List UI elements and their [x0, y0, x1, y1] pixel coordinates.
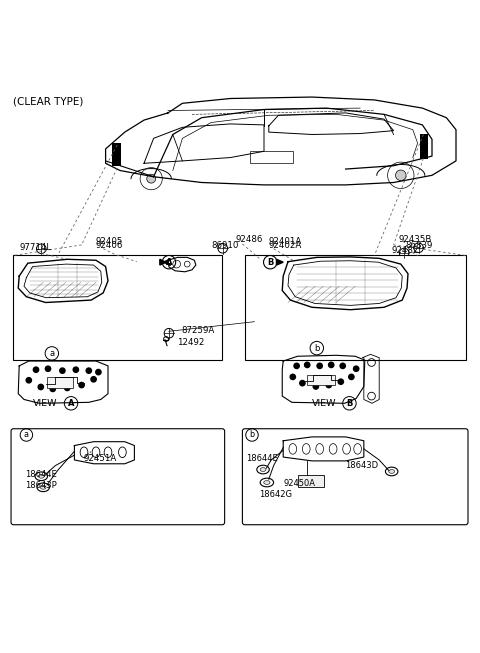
FancyBboxPatch shape — [245, 255, 466, 360]
Text: 92482: 92482 — [391, 246, 419, 255]
Text: 92406: 92406 — [96, 242, 123, 250]
Ellipse shape — [264, 481, 270, 485]
Circle shape — [337, 378, 344, 385]
Text: 86839: 86839 — [406, 242, 433, 250]
Circle shape — [325, 382, 332, 389]
Circle shape — [90, 376, 97, 383]
Circle shape — [45, 366, 51, 372]
Ellipse shape — [38, 474, 44, 478]
Text: 92435B: 92435B — [398, 234, 432, 244]
Text: A: A — [166, 258, 172, 266]
Circle shape — [312, 383, 319, 390]
Ellipse shape — [389, 470, 395, 473]
Text: b: b — [314, 343, 320, 353]
Text: VIEW: VIEW — [33, 399, 58, 408]
Circle shape — [304, 362, 311, 368]
FancyBboxPatch shape — [307, 375, 335, 385]
Text: 92486: 92486 — [235, 234, 263, 244]
Ellipse shape — [40, 485, 46, 489]
FancyBboxPatch shape — [420, 134, 428, 159]
Text: 18643D: 18643D — [345, 461, 378, 470]
Text: 12492: 12492 — [177, 338, 204, 347]
Circle shape — [396, 170, 406, 181]
Circle shape — [289, 374, 296, 380]
Text: B: B — [346, 399, 353, 408]
Circle shape — [37, 383, 44, 390]
Text: a: a — [24, 430, 29, 439]
Text: 18642G: 18642G — [259, 490, 292, 499]
Text: B: B — [267, 258, 274, 266]
Text: 18643P: 18643P — [25, 481, 57, 490]
Text: a: a — [49, 349, 54, 358]
Circle shape — [299, 380, 306, 387]
Text: 92401A: 92401A — [269, 236, 302, 246]
Circle shape — [49, 385, 56, 392]
Circle shape — [316, 362, 323, 369]
Circle shape — [339, 362, 346, 369]
Text: A: A — [68, 399, 74, 408]
Polygon shape — [160, 259, 166, 265]
Text: b: b — [250, 430, 254, 439]
FancyBboxPatch shape — [242, 429, 468, 525]
Circle shape — [85, 367, 92, 374]
Circle shape — [33, 366, 39, 373]
Circle shape — [348, 374, 355, 380]
Circle shape — [95, 369, 102, 375]
Circle shape — [59, 367, 66, 374]
Circle shape — [25, 377, 32, 383]
FancyBboxPatch shape — [298, 475, 324, 487]
Polygon shape — [276, 259, 283, 265]
FancyBboxPatch shape — [47, 377, 73, 388]
Circle shape — [293, 362, 300, 369]
Circle shape — [72, 366, 79, 373]
Ellipse shape — [260, 468, 266, 471]
FancyBboxPatch shape — [11, 429, 225, 525]
FancyBboxPatch shape — [13, 255, 222, 360]
Circle shape — [78, 382, 85, 389]
Circle shape — [328, 362, 335, 368]
Circle shape — [353, 366, 360, 372]
Text: 87259A: 87259A — [181, 326, 215, 335]
Text: VIEW: VIEW — [312, 399, 336, 408]
Text: 97714L: 97714L — [19, 243, 51, 252]
Text: 86910: 86910 — [211, 242, 239, 250]
Text: 92450A: 92450A — [283, 479, 315, 488]
Circle shape — [64, 385, 71, 391]
FancyBboxPatch shape — [112, 143, 121, 166]
Text: 92451A: 92451A — [84, 454, 117, 463]
Text: 92405: 92405 — [96, 236, 123, 246]
Circle shape — [147, 174, 156, 183]
Text: (CLEAR TYPE): (CLEAR TYPE) — [13, 96, 84, 106]
FancyBboxPatch shape — [250, 151, 293, 163]
Text: 18644E: 18644E — [246, 454, 277, 463]
Text: 18644E: 18644E — [25, 470, 57, 479]
Text: 92402A: 92402A — [269, 242, 302, 250]
